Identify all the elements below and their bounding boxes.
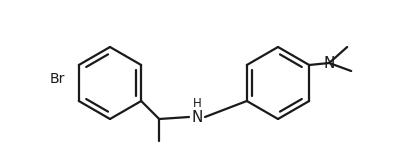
Text: N: N [191,110,203,124]
Text: N: N [324,55,335,71]
Text: Br: Br [49,72,65,86]
Text: H: H [193,97,201,110]
